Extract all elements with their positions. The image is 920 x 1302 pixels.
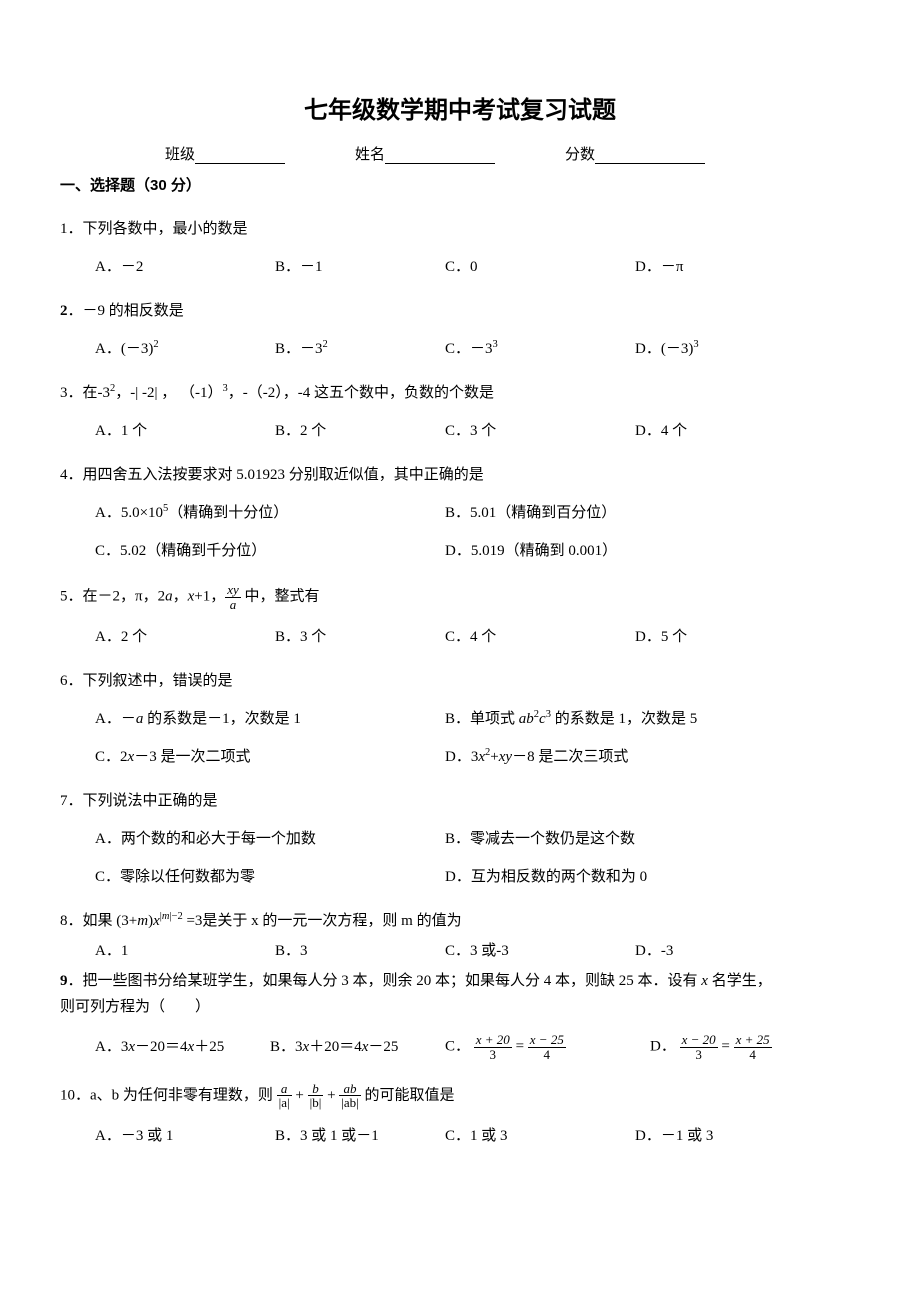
q7-opt-c: C．零除以任何数都为零 [95, 865, 445, 889]
q4-options-row1: A．5.0×105（精确到十分位） B．5.01（精确到百分位） [60, 501, 860, 525]
header-fields: 班级 姓名 分数 [60, 143, 860, 164]
q7-opt-a: A．两个数的和必大于每一个加数 [95, 827, 445, 851]
section-1-header: 一、选择题（30 分） [60, 174, 860, 195]
q2-options: A．(－3)2 B．－32 C．－33 D．(－3)3 [60, 337, 860, 361]
q6-opt-a: A．－a 的系数是－1，次数是 1 [95, 707, 445, 731]
q2-opt-d: D．(－3)3 [635, 337, 699, 361]
q3-opt-d: D．4 个 [635, 419, 687, 443]
q2-opt-b: B．－32 [275, 337, 445, 361]
q8-options: A．1 B．3 C．3 或-3 D．-3 [60, 939, 860, 963]
q3-opt-c: C．3 个 [445, 419, 635, 443]
q4-opt-c: C．5.02（精确到千分位） [95, 539, 445, 563]
name-label: 姓名 [355, 143, 495, 164]
q6-options-row1: A．－a 的系数是－1，次数是 1 B．单项式 ab2c3 的系数是 1，次数是… [60, 707, 860, 731]
question-3: 3．在-32，-| -2| ， （-1）3，-（-2），-4 这五个数中，负数的… [60, 381, 860, 443]
question-2: 2．－9 的相反数是 A．(－3)2 B．－32 C．－33 D．(－3)3 [60, 299, 860, 361]
q8-opt-b: B．3 [275, 939, 445, 963]
page-title: 七年级数学期中考试复习试题 [60, 90, 860, 125]
q10-opt-b: B．3 或 1 或－1 [275, 1124, 445, 1148]
q1-opt-b: B．－1 [275, 255, 445, 279]
q4-opt-d: D．5.019（精确到 0.001） [445, 539, 617, 563]
q1-options: A．－2 B．－1 C．0 D．－π [60, 255, 860, 279]
q7-options-row2: C．零除以任何数都为零 D．互为相反数的两个数和为 0 [60, 865, 860, 889]
q4-opt-a: A．5.0×105（精确到十分位） [95, 501, 445, 525]
q9-options: A．3x－20＝4x＋25 B．3x＋20＝4x－25 C． x + 203 =… [60, 1033, 860, 1061]
q3-options: A．1 个 B．2 个 C．3 个 D．4 个 [60, 419, 860, 443]
question-7: 7．下列说法中正确的是 A．两个数的和必大于每一个加数 B．零减去一个数仍是这个… [60, 789, 860, 889]
q8-opt-a: A．1 [95, 939, 275, 963]
score-label: 分数 [565, 143, 705, 164]
q5-opt-c: C．4 个 [445, 625, 635, 649]
q9-opt-c: C． x + 203 = x − 254 [445, 1033, 650, 1061]
q10-options: A．－3 或 1 B．3 或 1 或－1 C．1 或 3 D．－1 或 3 [60, 1124, 860, 1148]
q5-opt-a: A．2 个 [95, 625, 275, 649]
q3-opt-a: A．1 个 [95, 419, 275, 443]
question-6: 6．下列叙述中，错误的是 A．－a 的系数是－1，次数是 1 B．单项式 ab2… [60, 669, 860, 769]
q5-opt-b: B．3 个 [275, 625, 445, 649]
question-4: 4．用四舍五入法按要求对 5.01923 分别取近似值，其中正确的是 A．5.0… [60, 463, 860, 563]
q9-opt-a: A．3x－20＝4x＋25 [95, 1035, 270, 1059]
q3-opt-b: B．2 个 [275, 419, 445, 443]
q5-opt-d: D．5 个 [635, 625, 687, 649]
q4-options-row2: C．5.02（精确到千分位） D．5.019（精确到 0.001） [60, 539, 860, 563]
q9-opt-b: B．3x＋20＝4x－25 [270, 1035, 445, 1059]
class-label: 班级 [165, 143, 285, 164]
q9-opt-d: D． x − 203 = x + 254 [650, 1033, 772, 1061]
question-9: 9．把一些图书分给某班学生，如果每人分 3 本，则余 20 本；如果每人分 4 … [60, 969, 860, 1061]
q7-options-row1: A．两个数的和必大于每一个加数 B．零减去一个数仍是这个数 [60, 827, 860, 851]
q8-opt-c: C．3 或-3 [445, 939, 635, 963]
question-10: 10．a、b 为任何非零有理数，则 a|a| + b|b| + ab|ab| 的… [60, 1082, 860, 1148]
question-8: 8．如果 (3+m)x|m|−2 =3是关于 x 的一元一次方程，则 m 的值为… [60, 909, 860, 963]
q6-opt-b: B．单项式 ab2c3 的系数是 1，次数是 5 [445, 707, 697, 731]
q6-options-row2: C．2x－3 是一次二项式 D．3x2+xy－8 是二次三项式 [60, 745, 860, 769]
q10-opt-a: A．－3 或 1 [95, 1124, 275, 1148]
q7-opt-d: D．互为相反数的两个数和为 0 [445, 865, 647, 889]
q6-opt-d: D．3x2+xy－8 是二次三项式 [445, 745, 628, 769]
q2-opt-c: C．－33 [445, 337, 635, 361]
q8-opt-d: D．-3 [635, 939, 673, 963]
question-1: 1．下列各数中，最小的数是 A．－2 B．－1 C．0 D．－π [60, 217, 860, 279]
q1-opt-a: A．－2 [95, 255, 275, 279]
q10-opt-c: C．1 或 3 [445, 1124, 635, 1148]
q4-opt-b: B．5.01（精确到百分位） [445, 501, 616, 525]
question-5: 5．在－2，π，2a，x+1，xya 中，整式有 A．2 个 B．3 个 C．4… [60, 583, 860, 649]
q1-opt-c: C．0 [445, 255, 635, 279]
q5-options: A．2 个 B．3 个 C．4 个 D．5 个 [60, 625, 860, 649]
q6-opt-c: C．2x－3 是一次二项式 [95, 745, 445, 769]
q7-opt-b: B．零减去一个数仍是这个数 [445, 827, 635, 851]
q10-opt-d: D．－1 或 3 [635, 1124, 713, 1148]
q2-opt-a: A．(－3)2 [95, 337, 275, 361]
q1-opt-d: D．－π [635, 255, 683, 279]
